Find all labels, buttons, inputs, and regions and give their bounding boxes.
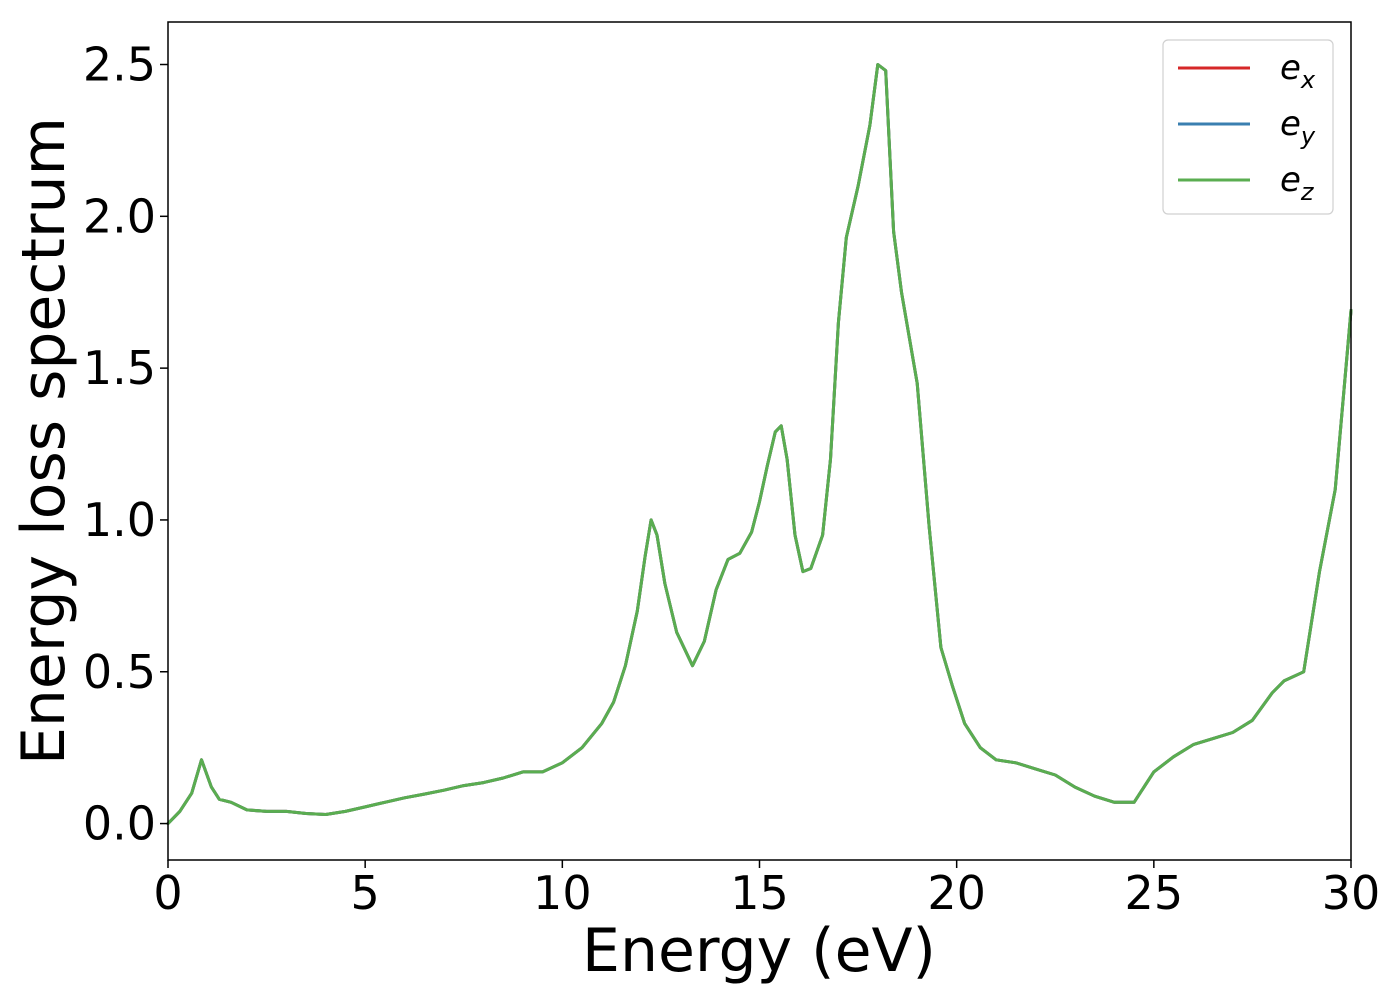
y-axis-title: Energy loss spectrum (9, 117, 79, 765)
y-tick-label: 0.0 (83, 797, 156, 851)
series-layer (166, 63, 1353, 826)
y-tick-label: 1.5 (83, 341, 156, 395)
x-tick-label: 15 (730, 866, 789, 920)
x-tick-label: 25 (1125, 866, 1184, 920)
x-tick-label: 5 (351, 866, 380, 920)
y-tick-label: 2.5 (83, 38, 156, 92)
x-axis-ticks: 0 5 10 15 20 25 30 (153, 860, 1380, 920)
x-tick-label: 10 (533, 866, 592, 920)
series-line-z (166, 63, 1353, 826)
y-tick-label: 1.0 (83, 493, 156, 547)
plot-background (168, 22, 1351, 860)
x-tick-label: 30 (1322, 866, 1381, 920)
x-axis-title: Energy (eV) (582, 916, 936, 986)
legend-box (1162, 39, 1334, 215)
x-tick-label: 0 (153, 866, 182, 920)
y-tick-label: 2.0 (83, 189, 156, 243)
y-axis-ticks: 0.0 0.5 1.0 1.5 2.0 2.5 (83, 38, 168, 851)
x-tick-label: 20 (927, 866, 986, 920)
y-tick-label: 0.5 (83, 645, 156, 699)
